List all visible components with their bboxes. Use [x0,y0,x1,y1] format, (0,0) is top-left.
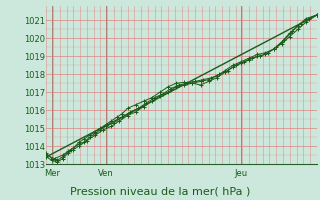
Text: Pression niveau de la mer( hPa ): Pression niveau de la mer( hPa ) [70,186,250,196]
